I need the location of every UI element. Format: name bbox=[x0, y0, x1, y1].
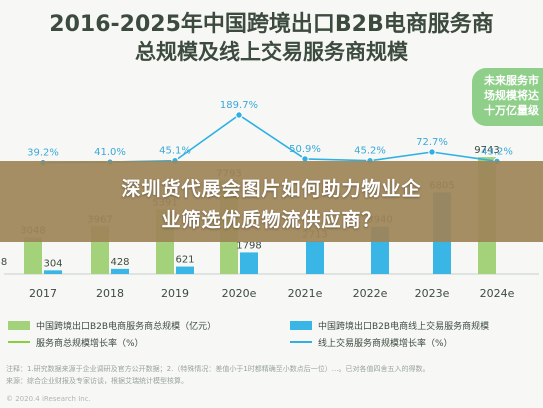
legend-swatch-online-growth bbox=[290, 341, 312, 343]
bar-label-online-scale: 1798 bbox=[236, 240, 261, 251]
banner-text-line1: 深圳货代展会图片如何助力物业企 bbox=[121, 178, 422, 200]
bar-online-scale bbox=[240, 252, 258, 274]
growth-label-online: 39.2% bbox=[27, 148, 59, 159]
growth-label-online: 45.1% bbox=[159, 146, 191, 157]
forecast-badge: 未来服务市 场规模将达 十万亿量级 bbox=[472, 68, 543, 126]
x-tick-label: 2019 bbox=[161, 287, 189, 300]
banner-text-line2: 业筛选优质物流供应商？ bbox=[161, 209, 382, 231]
bar-total-scale bbox=[24, 237, 42, 274]
bar-online-scale bbox=[306, 241, 324, 274]
bar-label-online-scale: 304 bbox=[43, 258, 62, 269]
x-tick-label: 2022e bbox=[353, 287, 388, 300]
x-tick-label: 2023e bbox=[415, 287, 450, 300]
bar-online-scale bbox=[176, 266, 194, 274]
x-tick-label: 2017 bbox=[29, 287, 57, 300]
legend-online-scale: 中国跨境出口B2B电商线上交易服务商规模 bbox=[318, 322, 490, 332]
bar-label-total-scale: 9743 bbox=[474, 145, 499, 156]
footnote-line1: 注释：1.研究数据来源于企业调研及官方公开数据；2.（特殊情况：差值小于1时都精… bbox=[6, 365, 430, 373]
bar-online-scale bbox=[111, 268, 129, 274]
badge-text-line2: 场规模将达 bbox=[484, 89, 539, 102]
growth-label-online: 189.7% bbox=[220, 100, 258, 111]
chart-title-line1: 2016-2025年中国跨境出口B2B电商服务商 bbox=[49, 12, 494, 37]
growth-label-online: 45.2% bbox=[354, 146, 386, 157]
legend-total-scale: 中国跨境出口B2B电商服务商总规模（亿元） bbox=[36, 322, 217, 332]
growth-point-online bbox=[428, 148, 436, 156]
bar-label-partial: 8 bbox=[1, 257, 7, 268]
chart-title-line2: 总规模及线上交易服务商规模 bbox=[135, 40, 408, 64]
x-tick-label: 2020e bbox=[222, 287, 257, 300]
watermark: © 2020.4 iResearch Inc. bbox=[6, 395, 91, 403]
legend-swatch-total-growth bbox=[8, 341, 30, 343]
growth-point-online bbox=[235, 111, 243, 119]
legend-swatch-total-scale bbox=[8, 321, 30, 330]
growth-label-online: 50.9% bbox=[289, 144, 321, 155]
legend-online-growth: 线上交易服务商规模增长率（%） bbox=[318, 339, 453, 349]
badge-text-line1: 未来服务市 bbox=[484, 74, 539, 87]
legend-swatch-online-scale bbox=[290, 321, 312, 330]
overlay-banner bbox=[0, 161, 543, 242]
growth-label-online: 43.2% bbox=[481, 146, 513, 157]
legend-total-growth: 服务商总规模增长率（%） bbox=[36, 339, 144, 349]
bar-label-online-scale: 428 bbox=[110, 257, 129, 268]
bar-label-online-scale: 621 bbox=[175, 255, 194, 266]
x-tick-label: 2024e bbox=[480, 287, 515, 300]
footnote-line2: 来源：综合企业财报及专家访谈，根据艾瑞统计模型核算。 bbox=[6, 377, 188, 385]
growth-label-online: 72.7% bbox=[416, 137, 448, 148]
badge-text-line3: 十万亿量级 bbox=[484, 104, 539, 117]
bar-online-scale bbox=[44, 270, 62, 274]
x-tick-label: 2018 bbox=[96, 287, 124, 300]
growth-label-online: 41.0% bbox=[94, 147, 126, 158]
x-tick-label: 2021e bbox=[288, 287, 323, 300]
